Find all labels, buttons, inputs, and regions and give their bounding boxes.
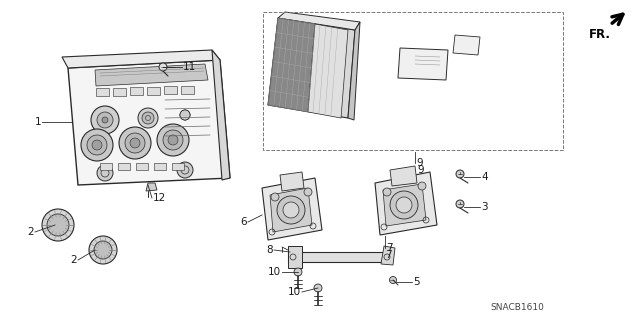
Polygon shape [270,188,312,232]
Circle shape [294,268,302,276]
Circle shape [130,138,140,148]
Bar [113,87,126,95]
Text: 10: 10 [288,287,301,297]
Circle shape [142,112,154,124]
Polygon shape [68,60,230,185]
Polygon shape [348,22,360,120]
Text: FR.: FR. [589,28,611,41]
Circle shape [456,200,464,208]
Circle shape [180,110,190,120]
Circle shape [168,135,178,145]
Circle shape [418,182,426,190]
Circle shape [42,209,74,241]
Circle shape [456,170,464,178]
Circle shape [163,130,183,150]
Circle shape [125,133,145,153]
Circle shape [383,188,391,196]
Text: 9: 9 [417,165,424,175]
Circle shape [304,188,312,196]
Circle shape [119,127,151,159]
Text: 12: 12 [153,193,166,203]
Bar [154,163,166,170]
Text: 6: 6 [241,217,247,227]
Polygon shape [288,246,302,268]
Circle shape [138,108,158,128]
Text: 1: 1 [35,117,41,127]
Circle shape [283,202,299,218]
Polygon shape [453,35,480,55]
Text: 2: 2 [70,255,77,265]
Circle shape [91,106,119,134]
Circle shape [97,165,113,181]
Circle shape [177,162,193,178]
Text: 2: 2 [28,227,34,237]
Bar [147,86,160,94]
Circle shape [277,196,305,224]
Text: 9: 9 [416,158,422,168]
Text: 10: 10 [268,267,281,277]
Circle shape [92,140,102,150]
Bar [172,163,184,170]
Circle shape [396,197,412,213]
Polygon shape [212,50,230,180]
Circle shape [94,241,112,259]
Polygon shape [288,252,390,262]
Text: 7: 7 [385,250,391,260]
Circle shape [157,124,189,156]
Text: 11: 11 [183,62,196,72]
Circle shape [102,117,108,123]
Polygon shape [146,183,157,191]
Text: SNACB1610: SNACB1610 [490,303,544,313]
Text: 3: 3 [481,202,488,212]
Polygon shape [308,24,348,118]
Circle shape [180,110,190,120]
Circle shape [87,135,107,155]
Bar [181,85,194,93]
Bar [130,87,143,95]
Bar [136,163,148,170]
Text: 8: 8 [266,245,273,255]
Polygon shape [268,18,315,112]
Polygon shape [398,48,448,80]
Circle shape [89,236,117,264]
Text: 4: 4 [481,172,488,182]
Bar [164,86,177,94]
Polygon shape [268,18,355,118]
Polygon shape [278,12,360,30]
Text: 7: 7 [386,243,392,253]
Circle shape [390,277,397,284]
Circle shape [180,110,190,120]
Circle shape [81,129,113,161]
Circle shape [47,214,69,236]
Polygon shape [62,50,220,68]
Circle shape [271,193,279,201]
Polygon shape [95,64,208,86]
Circle shape [314,284,322,292]
Polygon shape [381,246,395,265]
Polygon shape [262,178,322,240]
Bar [118,163,130,170]
Text: 5: 5 [413,277,420,287]
Circle shape [390,191,418,219]
Bar [263,12,563,150]
Polygon shape [375,172,437,235]
Bar [96,88,109,96]
Circle shape [97,112,113,128]
Bar [100,163,112,170]
Polygon shape [280,172,304,191]
Polygon shape [383,184,426,226]
Polygon shape [390,166,417,186]
Circle shape [159,63,167,71]
